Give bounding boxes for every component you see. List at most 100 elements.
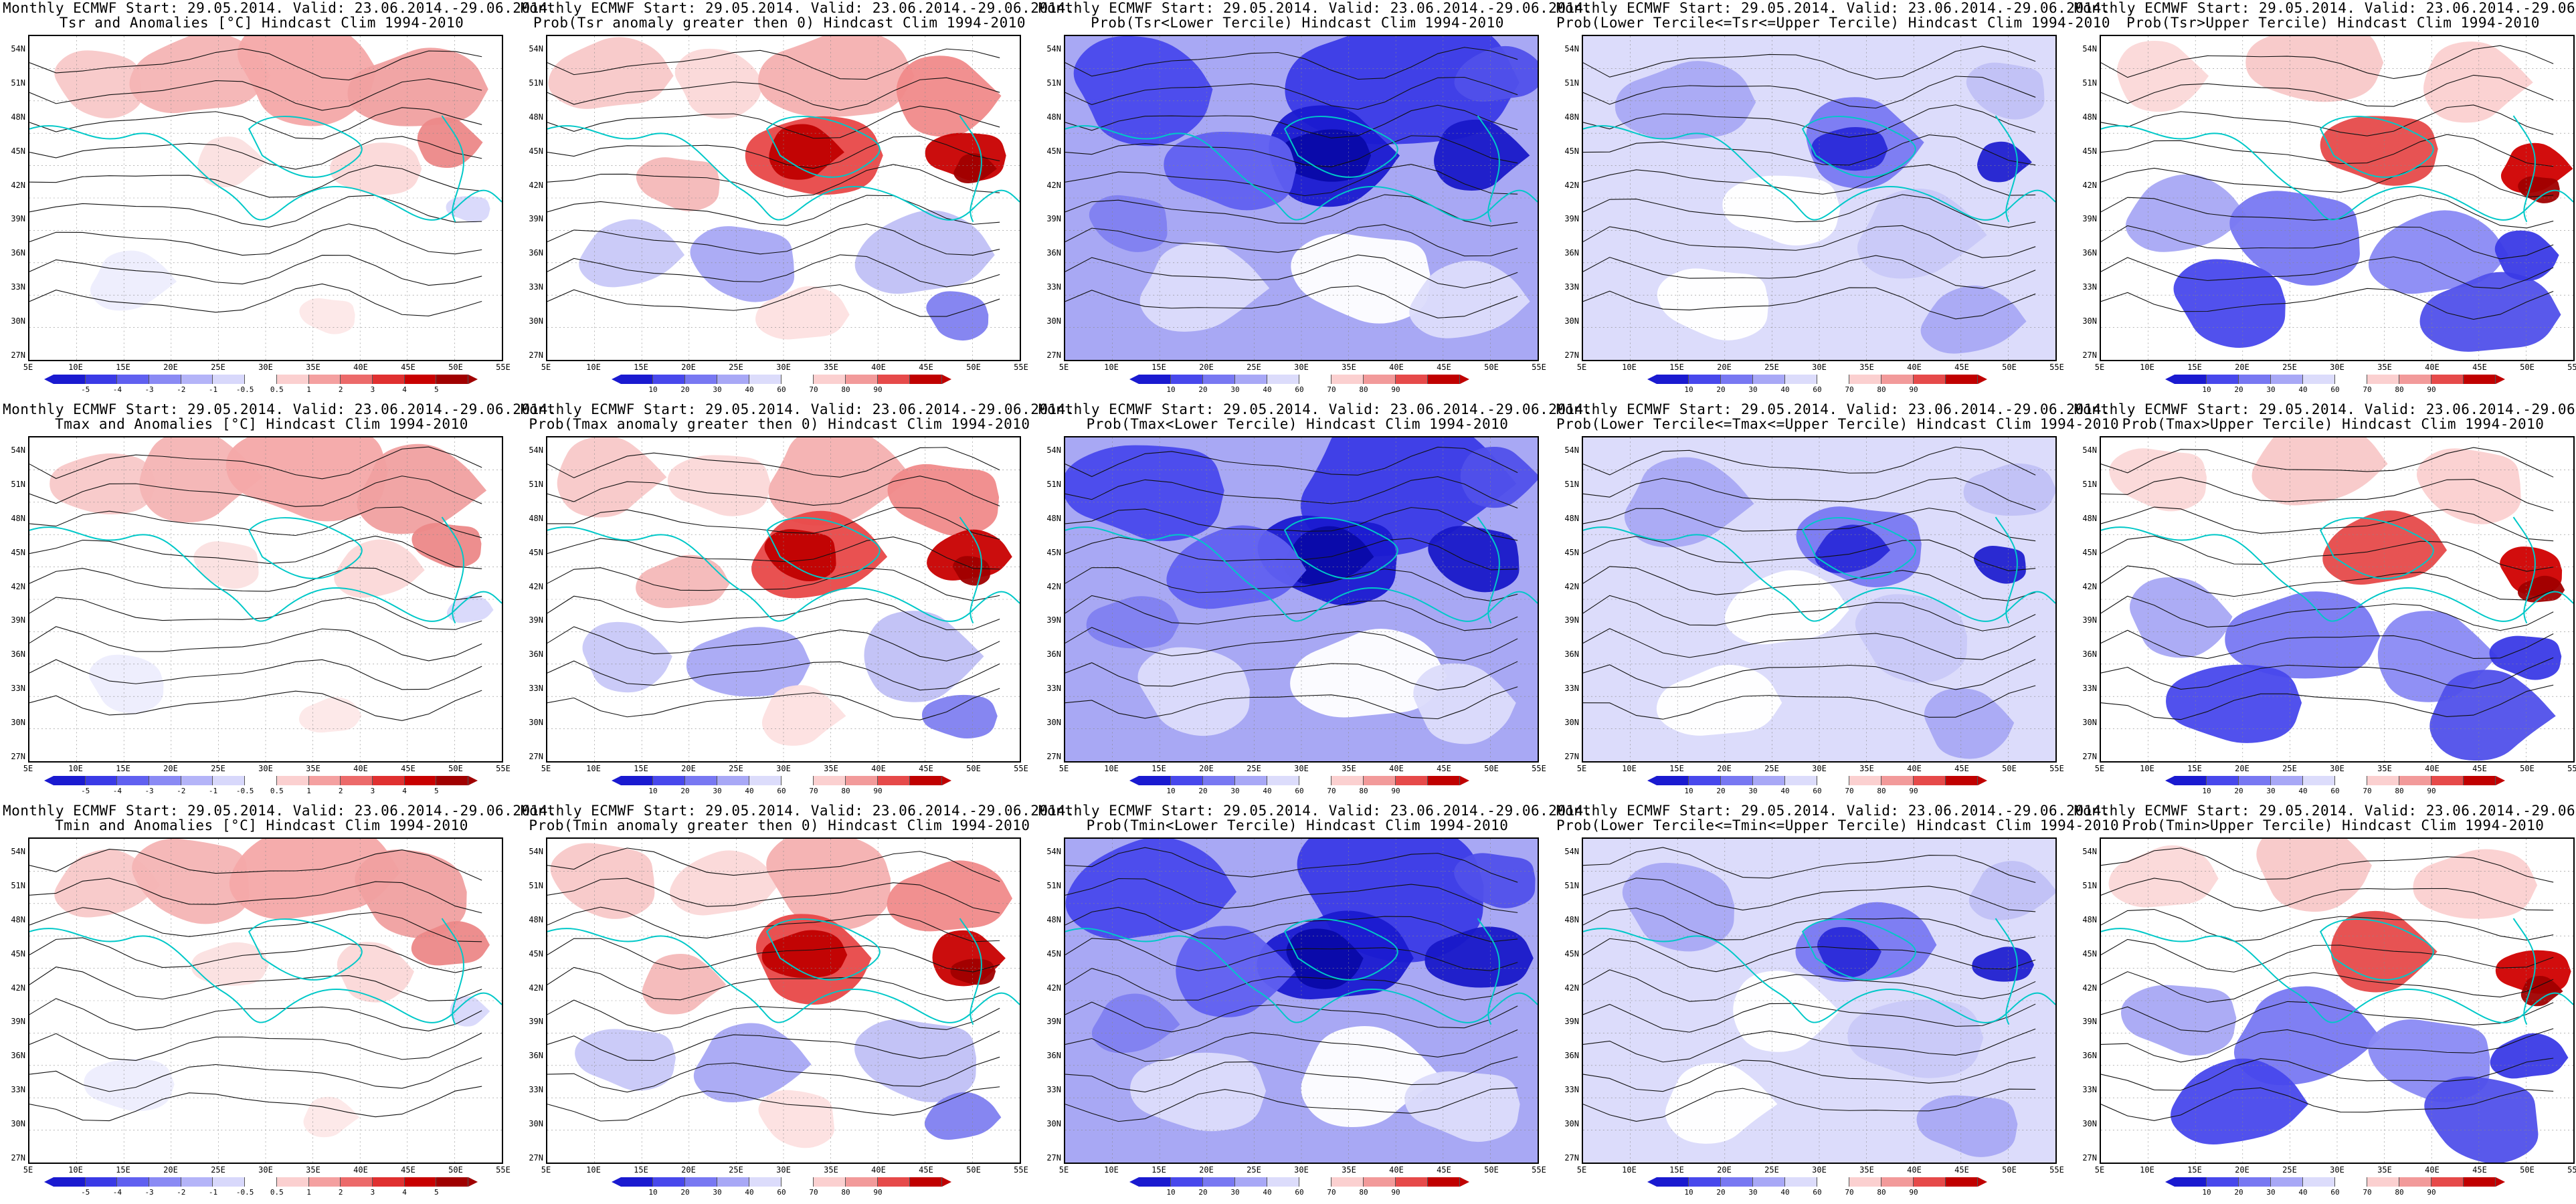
colorbar-label: 20 [1716, 1188, 1726, 1197]
anomaly-shading [2109, 448, 2207, 512]
contour-line [1583, 908, 2036, 942]
contour-line [1583, 45, 2036, 80]
panel-title-line1: Monthly ECMWF Start: 29.05.2014. Valid: … [1556, 401, 2111, 417]
colorbar-label: 20 [2234, 787, 2243, 795]
map-field [547, 36, 1020, 360]
anomaly-shading [1665, 1063, 1778, 1144]
colorbar-swatch [54, 776, 86, 785]
map-field [2101, 437, 2573, 761]
contour-line [547, 223, 1000, 256]
colorbar-label: 10 [2202, 787, 2211, 795]
contour-line [1065, 686, 1518, 720]
contour-line [2101, 104, 2554, 136]
anomaly-shading [1460, 447, 1538, 508]
colorbar [1129, 375, 1469, 384]
colorbar-label: 0.5 [270, 385, 284, 394]
anomaly-shading [2129, 577, 2233, 658]
colorbar-swatch [404, 375, 437, 384]
colorbar-swatch [1396, 776, 1428, 785]
lon-tick-label: 30E [1812, 363, 1827, 372]
colorbar-label: 80 [1359, 787, 1368, 795]
colorbar-label: 60 [1295, 787, 1304, 795]
anomaly-shading [1733, 971, 1840, 1052]
colorbar-label: 30 [1230, 1188, 1240, 1197]
anomaly-shading [1176, 926, 1296, 1017]
anomaly-shading [347, 47, 488, 126]
panel-title-line2: Prob(Tmin<Lower Tercile) Hindcast Clim 1… [1086, 817, 1509, 833]
anomaly-shading [1291, 233, 1431, 324]
colorbar-swatch [910, 1177, 942, 1187]
colorbar-swatch [2464, 375, 2496, 384]
contour-line [1065, 285, 1518, 318]
colorbar-label: 30 [2266, 787, 2276, 795]
anomaly-shading [2417, 448, 2521, 524]
anomaly-shading [1656, 664, 1782, 736]
colorbar-label: 70 [1327, 787, 1336, 795]
anomaly-shading [1065, 445, 1224, 542]
colorbar-swatch [245, 1177, 277, 1187]
lat-tick-label: 48N [1046, 914, 1061, 924]
colorbar-swatch [1817, 1177, 1849, 1187]
colorbar-swatch [1331, 1177, 1364, 1187]
colorbar-label: 90 [873, 385, 883, 394]
colorbar-label: 80 [1877, 787, 1886, 795]
colorbar-label: 20 [1198, 1188, 1208, 1197]
map-panel: Monthly ECMWF Start: 29.05.2014. Valid: … [521, 803, 1075, 1204]
anomaly-shading [1916, 1095, 2018, 1157]
lon-tick-label: 30E [776, 764, 791, 773]
lat-tick-label: 42N [1046, 983, 1061, 993]
anomaly-shading [2251, 437, 2388, 506]
colorbar-labels: 10 20 30 40 60 70 80 90 [2175, 1188, 2496, 1197]
lat-tick-label: 36N [529, 649, 543, 660]
map-field [1583, 437, 2055, 761]
anomaly-shading [2419, 272, 2561, 352]
contour-line [547, 999, 1000, 1032]
lat-tick-label: 54N [529, 847, 543, 856]
lon-tick-label: 25E [211, 1165, 225, 1175]
colorbar-swatch [1817, 776, 1849, 785]
colorbar-min-arrow [2165, 375, 2175, 384]
colorbar [2165, 776, 2505, 785]
anomaly-shading [636, 157, 720, 211]
lat-tick-label: 27N [1564, 350, 1579, 360]
lon-tick-label: 10E [586, 363, 601, 372]
contour-line [1065, 1056, 1518, 1093]
colorbar-swatch [1139, 1177, 1171, 1187]
lat-tick-label: 30N [1046, 316, 1061, 326]
lon-tick-label: 45E [401, 1165, 416, 1175]
lat-tick-label: 39N [1564, 1017, 1579, 1027]
colorbar-swatch [1428, 776, 1460, 785]
anomaly-shading [50, 453, 157, 515]
lon-tick-label: 50E [2002, 764, 2017, 773]
lon-tick-label: 50E [448, 363, 463, 372]
lon-tick-label: 5E [23, 764, 33, 773]
lat-tick-label: 27N [1046, 350, 1061, 360]
colorbar-label: 90 [1909, 385, 1918, 394]
anomaly-shading [337, 942, 414, 1003]
lat-tick-label: 54N [11, 44, 25, 54]
anomaly-shading [238, 36, 377, 126]
contour-line [2101, 1087, 2554, 1121]
contour-line [1065, 164, 1518, 197]
colorbar-label: 60 [1813, 1188, 1822, 1197]
colorbar [44, 375, 478, 384]
colorbar-max-arrow [1460, 776, 1469, 785]
contour-line [547, 938, 1000, 973]
colorbar-swatch [1396, 1177, 1428, 1187]
lat-tick-label: 45N [1046, 547, 1061, 557]
colorbar-label: 0.5 [270, 787, 284, 795]
panel-title-line1: Monthly ECMWF Start: 29.05.2014. Valid: … [3, 401, 557, 417]
map-area [546, 35, 1021, 361]
anomaly-shading [758, 1090, 834, 1148]
lat-tick-label: 48N [529, 914, 543, 924]
lon-tick-label: 30E [258, 764, 273, 773]
panel-title-line2: Prob(Tsr>Upper Tercile) Hindcast Clim 19… [2126, 15, 2540, 31]
anomaly-shading [2494, 230, 2559, 281]
anomaly-shading [642, 953, 727, 1015]
contour-line [1583, 969, 2036, 1002]
anomaly-shading [357, 443, 487, 534]
colorbar-label: -5 [81, 1188, 90, 1197]
anomaly-shading [1977, 141, 2032, 183]
colorbar-labels: 10 20 30 40 60 70 80 90 [621, 787, 942, 796]
colorbar-labels: 10 20 30 40 60 70 80 90 [1139, 787, 1460, 796]
